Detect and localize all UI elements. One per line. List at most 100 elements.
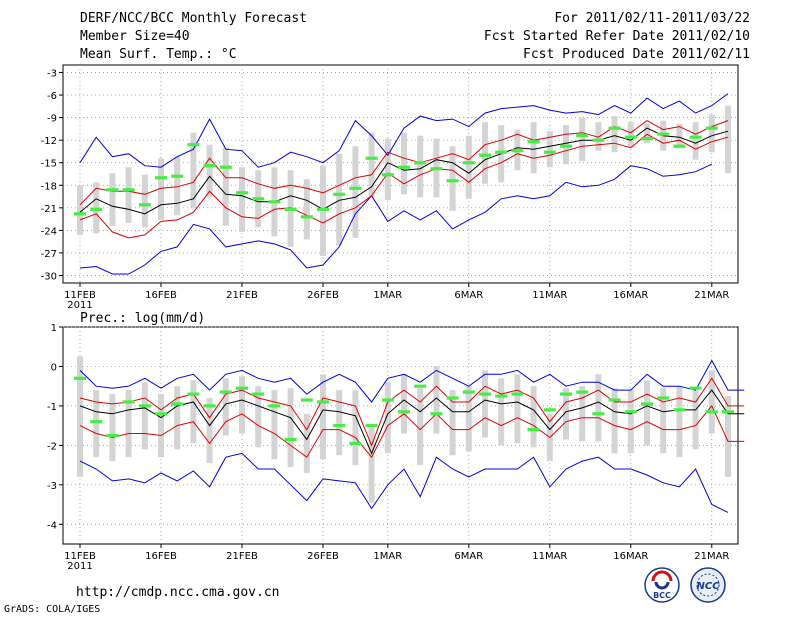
range-bar (449, 146, 456, 211)
x-tick-label: 26FEB (307, 290, 339, 301)
range-bar (676, 386, 683, 458)
climate-marker (90, 420, 103, 424)
x-tick-label: 21MAR (694, 290, 729, 301)
grads-credit: GrADS: COLA/IGES (4, 604, 101, 615)
range-bar (725, 396, 731, 477)
range-bar (514, 374, 521, 444)
precip-label: Prec.: log(mm/d) (80, 311, 206, 326)
y-tick-label: -30 (41, 271, 57, 282)
x-tick-label: 16FEB (145, 551, 177, 562)
range-bar (660, 388, 667, 454)
range-bar (482, 370, 488, 438)
member-size: Member Size=40 (80, 29, 190, 44)
x-tick-label: 21MAR (694, 551, 729, 562)
y-tick-label: -18 (41, 181, 57, 192)
range-bar (190, 132, 197, 208)
range-bar (158, 394, 164, 458)
climate-marker (155, 176, 167, 180)
x-tick-label: 1MAR (373, 290, 402, 301)
climate-marker (138, 404, 151, 408)
climate-marker (624, 410, 637, 414)
y-tick-label: -21 (41, 204, 57, 215)
mean-line (79, 127, 729, 215)
y-tick-label: -9 (47, 114, 57, 125)
range-bar (644, 380, 650, 446)
climate-marker (430, 412, 443, 416)
range-bar (401, 132, 407, 195)
climate-marker (300, 398, 313, 402)
range-bar (206, 398, 213, 464)
climate-marker (252, 197, 265, 201)
chart-title: DERF/NCC/BCC Monthly Forecast (80, 11, 307, 26)
range-bar (708, 114, 715, 153)
range-bar (222, 147, 229, 226)
climate-marker (608, 126, 621, 130)
climate-marker (689, 135, 702, 139)
climate-marker (317, 400, 329, 404)
climate-marker (641, 137, 653, 141)
range-bar (595, 374, 602, 442)
climate-marker (365, 156, 378, 160)
range-bar (725, 105, 731, 174)
range-bar (579, 117, 586, 162)
range-bar (611, 116, 618, 153)
range-bar (563, 388, 569, 440)
climate-marker (349, 186, 362, 190)
climate-marker (171, 174, 184, 178)
x-tick-label: 11MAR (532, 551, 567, 562)
x-tick-label: 21FEB (226, 290, 258, 301)
climate-marker (106, 188, 119, 192)
range-bar (676, 123, 683, 148)
range-bar (417, 388, 424, 466)
range-bar (206, 144, 213, 198)
climate-marker (414, 384, 427, 388)
climate-marker (365, 424, 378, 428)
y-tick-label: -4 (47, 520, 57, 531)
climate-marker (673, 144, 686, 148)
range-bar (271, 390, 278, 460)
climate-marker (462, 161, 475, 165)
range-bar (595, 122, 602, 151)
x-tick-label: 11MAR (532, 290, 567, 301)
range-bar (401, 374, 407, 434)
range-bar (352, 390, 359, 466)
range-bar (433, 366, 440, 434)
min-line (79, 163, 713, 275)
range-bar (384, 382, 391, 454)
climate-marker (155, 412, 167, 416)
climate-marker (495, 150, 508, 154)
range-bar (287, 388, 294, 468)
climate-marker (722, 410, 734, 414)
climate-marker (333, 424, 346, 428)
bcc-logo-text: BCC (653, 591, 671, 600)
range-bar (190, 380, 197, 444)
x-tick-label: 6MAR (454, 551, 483, 562)
range-bar (239, 167, 245, 232)
climate-marker (608, 398, 621, 402)
y-tick-label: -6 (47, 91, 57, 102)
climate-marker (527, 427, 540, 432)
range-bar (627, 122, 634, 148)
range-bar (352, 146, 359, 238)
range-bar (320, 374, 326, 460)
climate-marker (592, 412, 605, 416)
climate-marker (219, 165, 232, 169)
footer-url: http://cmdp.ncc.cma.gov.cn (76, 585, 280, 600)
climate-marker (106, 433, 119, 438)
x-year-label: 2011 (67, 300, 92, 311)
range-bar (222, 378, 229, 436)
range-bar (336, 390, 343, 456)
range-bar (384, 138, 391, 201)
climate-marker (284, 437, 297, 442)
range-bar (239, 376, 245, 434)
range-bar (498, 378, 505, 446)
climate-marker (219, 390, 232, 394)
x-tick-label: 26FEB (307, 551, 339, 562)
climate-marker (171, 402, 184, 406)
climate-marker (689, 386, 702, 390)
climate-marker (90, 207, 103, 211)
climate-marker (657, 132, 670, 136)
range-bar (546, 131, 553, 168)
y-tick-label: -24 (41, 226, 57, 237)
